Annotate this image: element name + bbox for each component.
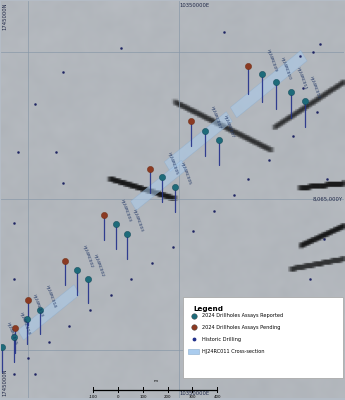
Text: HJ24RC005: HJ24RC005 bbox=[166, 152, 178, 176]
Text: HJ24RC002: HJ24RC002 bbox=[92, 253, 105, 277]
Text: 2024 Drillholes Assays Pending: 2024 Drillholes Assays Pending bbox=[203, 325, 281, 330]
Text: HJ24RC005: HJ24RC005 bbox=[179, 162, 191, 186]
Text: 400: 400 bbox=[214, 394, 221, 398]
Text: HJ24RC013: HJ24RC013 bbox=[31, 294, 43, 318]
FancyBboxPatch shape bbox=[183, 296, 343, 378]
Text: 10350000E: 10350000E bbox=[179, 3, 209, 8]
Text: HJ24RC012: HJ24RC012 bbox=[309, 76, 321, 99]
Text: HJ24RC015: HJ24RC015 bbox=[6, 322, 18, 346]
Bar bbox=[18, 285, 80, 340]
Text: HJ24RC014: HJ24RC014 bbox=[45, 284, 56, 308]
Text: 1745000N: 1745000N bbox=[2, 3, 7, 30]
Text: HJ24RC014: HJ24RC014 bbox=[19, 312, 31, 336]
Text: HJ24RC011: HJ24RC011 bbox=[295, 67, 307, 91]
Text: 100: 100 bbox=[139, 394, 147, 398]
Text: Legend: Legend bbox=[193, 306, 223, 312]
Text: HJ24RC011 Cross-section: HJ24RC011 Cross-section bbox=[203, 349, 265, 354]
Text: m: m bbox=[153, 379, 157, 383]
Text: 200: 200 bbox=[164, 394, 171, 398]
Text: 300: 300 bbox=[189, 394, 196, 398]
Text: Historic Drilling: Historic Drilling bbox=[203, 337, 242, 342]
Bar bbox=[131, 160, 187, 210]
Text: 8,065,000Y: 8,065,000Y bbox=[313, 197, 343, 202]
Bar bbox=[164, 112, 232, 172]
Bar bbox=[230, 50, 307, 118]
Text: HJ24RC010: HJ24RC010 bbox=[280, 57, 292, 81]
Text: -100: -100 bbox=[89, 394, 98, 398]
Text: HJ24RC007: HJ24RC007 bbox=[209, 105, 221, 129]
Text: HJ24RC007: HJ24RC007 bbox=[223, 114, 235, 138]
Text: 2024 Drillholes Assays Reported: 2024 Drillholes Assays Reported bbox=[203, 313, 284, 318]
Text: 0: 0 bbox=[117, 394, 119, 398]
Text: HJ24RC002: HJ24RC002 bbox=[81, 245, 93, 268]
Text: 10350000E: 10350000E bbox=[179, 391, 209, 396]
FancyBboxPatch shape bbox=[188, 349, 199, 354]
Text: HJ24RC003: HJ24RC003 bbox=[120, 199, 132, 223]
Text: HJ24RC009: HJ24RC009 bbox=[266, 49, 278, 73]
Text: HJ24RC003: HJ24RC003 bbox=[131, 208, 143, 232]
Text: 8,064,500Y: 8,064,500Y bbox=[313, 348, 343, 353]
Text: 1745000N: 1745000N bbox=[2, 368, 7, 396]
